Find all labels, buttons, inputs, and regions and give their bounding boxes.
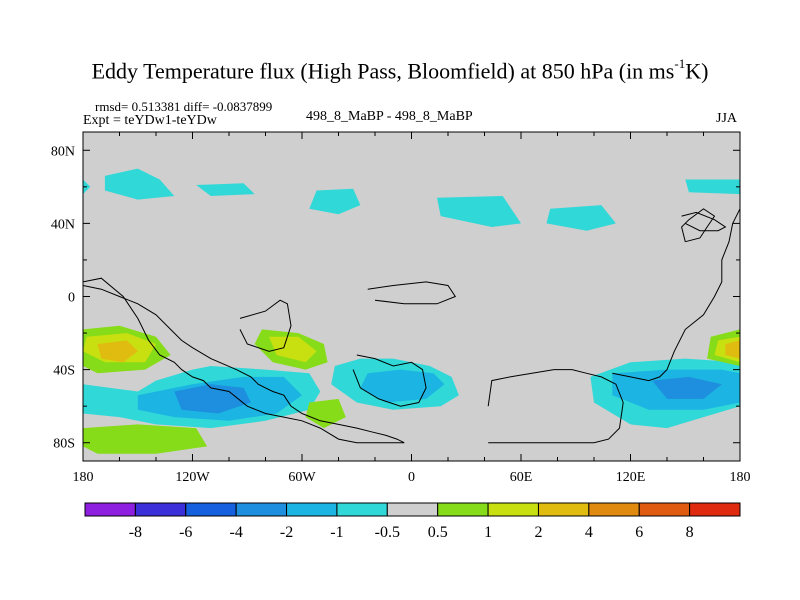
x-tick-label-1: 120W: [175, 470, 210, 485]
x-axis: 180 120W 60W 0 60E 120E 180: [73, 132, 751, 485]
coastline-1: [239, 299, 292, 352]
contour-region-14: [652, 376, 722, 399]
x-tick-label-0: 180: [73, 470, 94, 485]
case-label: 498_8_MaBP - 498_8_MaBP: [306, 109, 473, 124]
coastline-4: [487, 369, 624, 444]
colorbar-label-5: -0.5: [375, 524, 400, 541]
colorbar-label-9: 4: [585, 524, 593, 541]
colorbar-label-8: 2: [534, 524, 542, 541]
rmsd-label: rmsd= 0.513381 diff= -0.0837899: [95, 99, 273, 114]
coastline-layer: [83, 208, 740, 444]
experiment-label: Expt = teYDw1-teYDw: [83, 113, 217, 128]
y-tick-label-0: 80N: [51, 144, 75, 159]
contour-region-3: [437, 196, 521, 227]
y-tick-label-2: 0: [68, 291, 75, 306]
colorbar-swatch-0: [84, 502, 136, 517]
contour-region-1: [196, 183, 255, 196]
colorbar-swatch-6: [386, 502, 439, 517]
coastline-2: [352, 354, 427, 407]
title-main-text: Eddy Temperature flux (High Pass, Bloomf…: [91, 58, 675, 84]
colorbar-label-7: 1: [484, 524, 492, 541]
title-end-text: K): [685, 58, 709, 84]
x-tick-label-2: 60W: [288, 470, 316, 485]
contour-region-18: [305, 398, 346, 429]
colorbar-label-6: 0.5: [428, 524, 448, 541]
colorbar-swatch-7: [437, 502, 489, 517]
colorbar-swatch-4: [286, 502, 338, 517]
colorbar-label-4: -1: [330, 524, 343, 541]
colorbar-swatch-2: [185, 502, 237, 517]
contour-region-25: [725, 340, 740, 359]
y-tick-label-1: 40N: [51, 217, 75, 232]
y-tick-label-4: 80S: [53, 437, 75, 452]
x-tick-label-6: 180: [730, 470, 751, 485]
contour-region-22: [269, 336, 317, 363]
coastline-5: [612, 208, 740, 382]
contour-region-19: [83, 424, 208, 454]
coastline-6: [681, 208, 716, 243]
colorbar-swatch-3: [235, 502, 288, 517]
colorbar: -8 -6 -4 -2 -1 -0.5 0.5 1 2 4 6 8: [84, 502, 741, 541]
colorbar-swatch-5: [336, 502, 388, 517]
colorbar-swatch-11: [638, 502, 691, 517]
coastline-0: [83, 277, 405, 444]
chart-title: Eddy Temperature flux (High Pass, Bloomf…: [0, 56, 800, 84]
colorbar-swatch-1: [134, 502, 187, 517]
colorbar-label-1: -6: [179, 524, 192, 541]
colorbar-swatch-10: [588, 502, 640, 517]
coastline-7: [681, 211, 727, 232]
contour-region-5: [685, 179, 740, 195]
contour-region-0: [104, 168, 175, 200]
colorbar-swatch-8: [487, 502, 539, 517]
contour-region-24: [97, 340, 138, 363]
colorbar-label-0: -8: [129, 524, 142, 541]
x-tick-label-3: 0: [408, 470, 415, 485]
title-superscript: -1: [674, 56, 686, 71]
colorbar-label-10: 6: [635, 524, 643, 541]
colorbar-label-2: -4: [229, 524, 242, 541]
colorbar-swatch-12: [689, 502, 741, 517]
colorbar-swatch-9: [537, 502, 590, 517]
y-tick-label-3: 40S: [53, 364, 75, 379]
x-tick-label-5: 120E: [616, 470, 646, 485]
contour-region-13: [174, 384, 251, 414]
colorbar-label-3: -2: [280, 524, 293, 541]
y-axis: 80N 40N 0 40S 80S: [51, 144, 740, 452]
colorbar-label-11: 8: [686, 524, 694, 541]
coastline-3: [367, 281, 457, 305]
contour-region-4: [546, 205, 616, 231]
season-label: JJA: [716, 111, 738, 126]
x-tick-label-4: 60E: [510, 470, 533, 485]
contour-region-2: [309, 188, 361, 215]
